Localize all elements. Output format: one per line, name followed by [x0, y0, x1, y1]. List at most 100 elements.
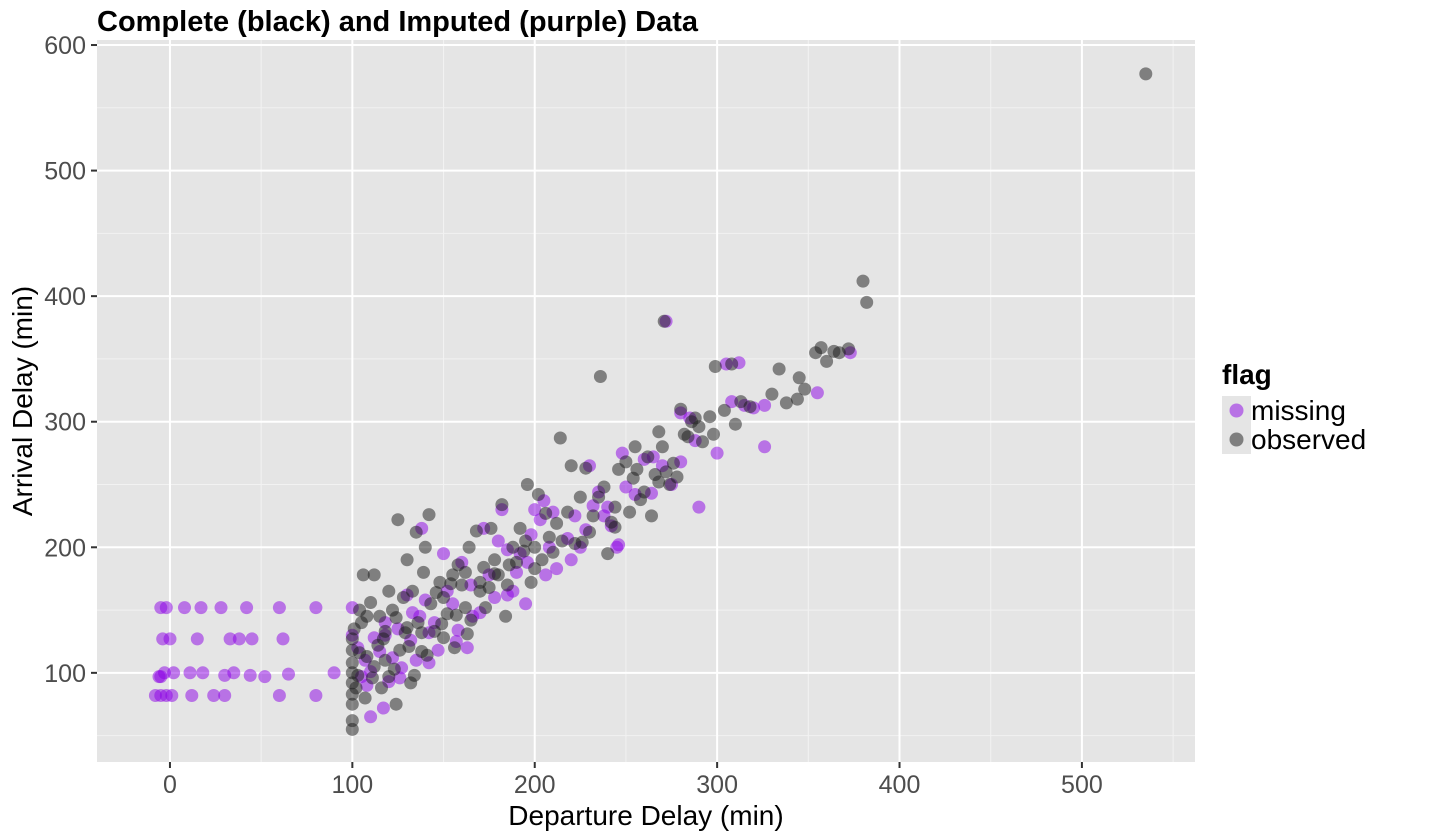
x-tick-label: 200	[514, 771, 556, 799]
data-point-missing	[309, 601, 323, 615]
data-point-observed	[473, 575, 487, 589]
data-point-observed	[345, 656, 359, 670]
data-point-observed	[484, 521, 498, 535]
data-point-missing	[207, 689, 221, 702]
data-point-observed	[765, 387, 779, 401]
data-point-missing	[431, 643, 445, 657]
data-point-observed	[542, 530, 556, 544]
data-point-missing	[446, 597, 460, 611]
data-point-missing	[276, 632, 290, 646]
data-point-observed	[539, 506, 553, 520]
data-point-missing	[152, 670, 166, 684]
data-point-missing	[406, 606, 419, 620]
data-point-observed	[409, 525, 423, 539]
data-point-missing	[539, 568, 553, 582]
data-point-observed	[389, 611, 403, 625]
data-point-observed	[814, 341, 828, 355]
data-point-observed	[373, 609, 387, 623]
y-tick-label: 100	[44, 660, 86, 688]
data-point-missing	[167, 666, 181, 680]
data-point-observed	[358, 691, 372, 705]
data-point-observed	[433, 575, 447, 589]
legend-key-observed	[1229, 432, 1244, 447]
data-point-missing	[488, 591, 502, 604]
data-point-observed	[728, 417, 742, 431]
data-point-observed	[790, 392, 804, 406]
data-point-observed	[524, 575, 538, 589]
data-point-observed	[564, 459, 578, 473]
data-point-observed	[659, 465, 673, 479]
data-point-observed	[717, 403, 731, 417]
data-point-missing	[154, 689, 168, 702]
data-point-observed	[345, 632, 359, 646]
data-point-missing	[282, 667, 295, 681]
data-point-observed	[455, 578, 469, 592]
data-point-observed	[420, 648, 434, 662]
y-tick-label: 600	[44, 32, 86, 60]
data-point-observed	[772, 362, 786, 376]
data-point-observed	[435, 617, 449, 631]
data-point-observed	[469, 524, 483, 538]
data-point-observed	[349, 681, 363, 695]
data-point-observed	[353, 646, 367, 660]
data-point-observed	[628, 440, 642, 454]
data-point-missing	[178, 601, 191, 615]
data-point-missing	[550, 562, 564, 576]
data-point-observed	[513, 521, 527, 535]
data-point-observed	[637, 485, 651, 499]
data-point-observed	[449, 608, 463, 622]
data-point-missing	[223, 632, 237, 646]
data-point-observed	[528, 540, 542, 554]
data-point-observed	[488, 567, 502, 581]
data-point-observed	[517, 544, 531, 558]
data-point-observed	[725, 357, 739, 371]
data-point-missing	[692, 500, 706, 514]
data-point-observed	[696, 435, 709, 449]
data-point-observed	[555, 534, 569, 548]
data-point-observed	[792, 371, 806, 385]
data-point-observed	[553, 431, 567, 445]
data-point-observed	[674, 402, 688, 416]
data-point-observed	[860, 295, 874, 309]
data-point-observed	[462, 540, 476, 554]
data-point-observed	[703, 410, 717, 424]
data-point-observed	[708, 360, 722, 373]
data-point-missing	[183, 666, 197, 680]
data-point-observed	[573, 490, 587, 504]
data-point-observed	[641, 450, 655, 464]
y-tick-label: 400	[44, 283, 86, 311]
data-point-missing	[218, 689, 232, 702]
data-point-observed	[842, 342, 855, 356]
data-point-missing	[710, 446, 724, 460]
data-point-missing	[376, 701, 390, 715]
data-point-missing	[612, 538, 626, 552]
data-point-observed	[586, 509, 600, 523]
axis-ticks	[91, 44, 1083, 768]
data-point-observed	[592, 490, 606, 504]
data-point-observed	[630, 462, 644, 476]
legend: flag missing observed	[1222, 359, 1366, 455]
data-point-observed	[652, 425, 666, 439]
data-point-missing	[243, 668, 257, 682]
legend-key-missing	[1229, 403, 1244, 418]
y-tick-labels: 100 200 300 400 500 600	[44, 32, 86, 688]
data-point-observed	[460, 627, 474, 641]
data-point-missing	[758, 398, 772, 412]
data-point-missing	[227, 666, 241, 680]
data-point-observed	[402, 640, 416, 653]
data-point-observed	[655, 440, 669, 454]
data-point-observed	[444, 577, 458, 591]
data-point-observed	[367, 660, 381, 674]
data-point-observed	[422, 508, 436, 522]
data-point-missing	[619, 480, 633, 494]
data-point-missing	[245, 632, 259, 646]
data-point-missing	[519, 597, 533, 611]
chart-title: Complete (black) and Imputed (purple) Da…	[97, 6, 699, 38]
data-point-missing	[327, 666, 341, 680]
data-point-observed	[743, 400, 757, 414]
data-point-observed	[520, 478, 534, 491]
data-point-observed	[458, 601, 472, 615]
data-point-missing	[185, 689, 199, 702]
x-tick-label: 0	[163, 771, 177, 799]
